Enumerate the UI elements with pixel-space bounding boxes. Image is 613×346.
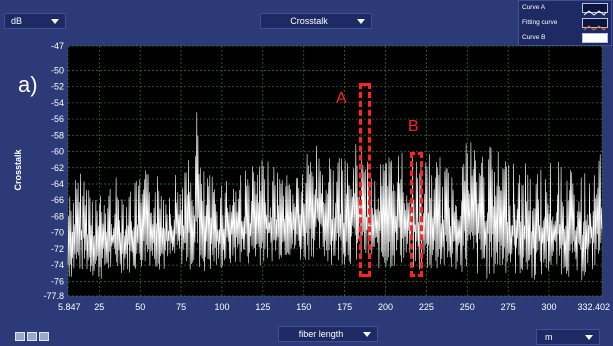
y-tick-label: -66 bbox=[51, 195, 64, 205]
trace bbox=[67, 112, 603, 281]
annotation-label-a: A bbox=[336, 90, 347, 107]
quantity-dropdown[interactable]: Crosstalk bbox=[260, 13, 372, 29]
wave-icon bbox=[583, 10, 607, 16]
x-tick-label: 200 bbox=[378, 302, 393, 312]
y-tick-label: -50 bbox=[51, 65, 64, 75]
y-tick-label: -74 bbox=[51, 260, 64, 270]
y-tick-label: -47 bbox=[51, 41, 64, 51]
x-tick-label: 300 bbox=[541, 302, 556, 312]
x-tick-label: 75 bbox=[176, 302, 186, 312]
print-icon[interactable] bbox=[39, 332, 49, 341]
toolbar-icons bbox=[15, 332, 49, 341]
legend-label: Curve B bbox=[522, 34, 546, 41]
x-tick-label: 5.847 bbox=[58, 302, 81, 312]
unit-dropdown-label: dB bbox=[11, 16, 23, 26]
y-tick-label: -56 bbox=[51, 114, 64, 124]
legend-item-fitting-curve[interactable]: Fitting curve bbox=[522, 17, 557, 29]
annotation-box-b bbox=[410, 151, 424, 278]
legend-item-curve-b[interactable]: Curve B bbox=[522, 32, 545, 44]
legend: Curve A Fitting curve Curve B bbox=[518, 0, 612, 46]
x-unit-dropdown-label: m bbox=[545, 332, 553, 342]
legend-swatch-curve-a bbox=[582, 3, 608, 16]
annotation-label-b: B bbox=[408, 118, 419, 135]
x-unit-dropdown[interactable]: m bbox=[536, 329, 600, 345]
x-tick-label: 150 bbox=[296, 302, 311, 312]
legend-swatch-fitting-curve bbox=[582, 18, 608, 31]
panel-letter: a) bbox=[18, 72, 38, 97]
y-tick-label: -54 bbox=[51, 98, 64, 108]
x-tick-label: 25 bbox=[94, 302, 104, 312]
y-tick-label: -64 bbox=[51, 179, 64, 189]
x-tick-label: 332.402 bbox=[577, 302, 610, 312]
y-tick-label: -52 bbox=[51, 82, 64, 92]
y-tick-label: -58 bbox=[51, 130, 64, 140]
x-tick-label: 50 bbox=[135, 302, 145, 312]
unit-dropdown[interactable]: dB bbox=[4, 13, 66, 29]
y-axis-label: Crosstalk bbox=[13, 149, 23, 191]
legend-item-curve-a[interactable]: Curve A bbox=[522, 2, 545, 14]
x-tick-label: 225 bbox=[419, 302, 434, 312]
y-tick-label: -70 bbox=[51, 228, 64, 238]
x-tick-label: 250 bbox=[460, 302, 475, 312]
legend-label: Fitting curve bbox=[522, 19, 558, 26]
x-tick-label: 175 bbox=[337, 302, 352, 312]
chevron-down-icon bbox=[585, 334, 593, 340]
x-tick-label: 100 bbox=[214, 302, 229, 312]
y-tick-label: -68 bbox=[51, 211, 64, 221]
chevron-down-icon bbox=[51, 18, 59, 24]
x-quantity-dropdown[interactable]: fiber length bbox=[278, 326, 378, 342]
y-tick-label: -60 bbox=[51, 147, 64, 157]
y-tick-label: -76 bbox=[51, 276, 64, 286]
plot-area bbox=[68, 46, 602, 296]
annotation-box-a bbox=[359, 82, 371, 278]
wave-icon bbox=[583, 25, 607, 31]
y-tick-label: -72 bbox=[51, 244, 64, 254]
x-tick-label: 125 bbox=[255, 302, 270, 312]
legend-label: Curve A bbox=[522, 4, 546, 11]
x-quantity-dropdown-label: fiber length bbox=[298, 329, 344, 339]
chevron-down-icon bbox=[363, 331, 371, 337]
quantity-dropdown-label: Crosstalk bbox=[290, 16, 328, 26]
y-tick-label: -62 bbox=[51, 163, 64, 173]
x-tick-label: 275 bbox=[501, 302, 516, 312]
y-tick-label: -77.8 bbox=[43, 291, 64, 301]
legend-swatch-curve-b bbox=[582, 33, 608, 43]
series-line bbox=[67, 112, 603, 281]
y-tick-labels: -47 -50 -52 -54 -56 -58 -60 -62 -64 -66 -68 -70 -72 -… bbox=[43, 41, 64, 301]
zoom-icon[interactable] bbox=[15, 332, 25, 341]
chevron-down-icon bbox=[357, 18, 365, 24]
grid-icon[interactable] bbox=[27, 332, 37, 341]
x-tick-labels: 5.847 25 50 75 100 125 150 175 200 225 250 275 300 33… bbox=[58, 302, 610, 312]
